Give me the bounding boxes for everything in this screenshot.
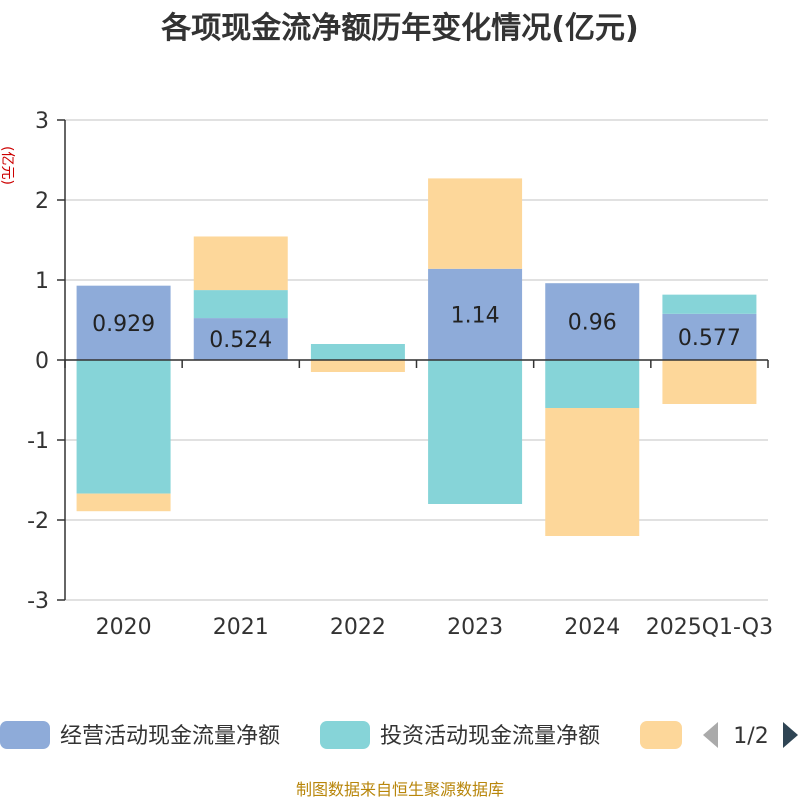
y-tick-label: 3 [35, 109, 49, 134]
x-tick-label: 2025Q1-Q3 [646, 615, 773, 640]
legend-swatch[interactable] [0, 721, 50, 749]
x-tick-label: 2022 [330, 615, 386, 640]
bar-2021-series-3[interactable] [193, 236, 288, 291]
bar-2024-series-2[interactable] [545, 360, 640, 408]
bar-2020-series-3[interactable] [76, 493, 171, 512]
data-label: 0.929 [92, 312, 155, 337]
bar-2023-series-2[interactable] [428, 360, 523, 504]
y-tick-label: -2 [27, 509, 49, 534]
axes: 3 2 1 0 -1 -2 -3 2020 2021 2022 2023 2024 2025Q1-Q3 [27, 109, 773, 640]
x-tick-label: 2021 [213, 615, 269, 640]
data-labels: 0.929 0.524 1.14 0.96 0.577 [92, 303, 741, 353]
bar-2025Q1-Q3-series-2[interactable] [662, 294, 757, 314]
x-tick-label: 2024 [564, 615, 620, 640]
legend-swatch[interactable] [320, 721, 370, 749]
x-tick-label: 2020 [96, 615, 152, 640]
legend-prev-icon[interactable] [703, 722, 718, 748]
bar-2024-series-3[interactable] [545, 408, 640, 536]
data-label: 0.577 [678, 326, 741, 351]
bar-2022-series-2[interactable] [310, 344, 405, 360]
legend-page-indicator: 1/2 [733, 724, 768, 749]
bar-2021-series-1[interactable] [193, 318, 288, 360]
y-axis-unit-label: (亿元) [0, 146, 15, 185]
legend-swatch[interactable] [640, 721, 682, 749]
data-label: 1.14 [451, 303, 500, 328]
data-label: 0.524 [209, 328, 272, 353]
y-tick-label: 2 [35, 189, 49, 214]
y-tick-label: 0 [35, 349, 49, 374]
y-tick-label: -1 [27, 429, 49, 454]
x-tick-label: 2023 [447, 615, 503, 640]
bar-2023-series-1[interactable] [428, 268, 523, 360]
bar-2024-series-1[interactable] [545, 283, 640, 360]
legend-label[interactable]: 经营活动现金流量净额 [60, 724, 280, 749]
y-tick-label: -3 [27, 589, 49, 614]
legend-next-icon[interactable] [783, 722, 798, 748]
bar-2020-series-2[interactable] [76, 360, 171, 494]
bar-2025Q1-Q3-series-3[interactable] [662, 360, 757, 404]
bars-group[interactable] [76, 178, 757, 536]
bar-2022-series-3[interactable] [310, 360, 405, 372]
source-note: 制图数据来自恒生聚源数据库 [296, 780, 504, 799]
chart-title: 各项现金流净额历年变化情况(亿元) [160, 11, 638, 46]
y-tick-label: 1 [35, 269, 49, 294]
bar-2023-series-3[interactable] [428, 178, 523, 269]
bar-2025Q1-Q3-series-1[interactable] [662, 313, 757, 360]
bar-2021-series-2[interactable] [193, 290, 288, 319]
legend-label[interactable]: 投资活动现金流量净额 [380, 724, 600, 749]
bar-2020-series-1[interactable] [76, 285, 171, 360]
legend[interactable]: 经营活动现金流量净额 投资活动现金流量净额 1/2 [0, 721, 798, 749]
data-label: 0.96 [568, 311, 617, 336]
